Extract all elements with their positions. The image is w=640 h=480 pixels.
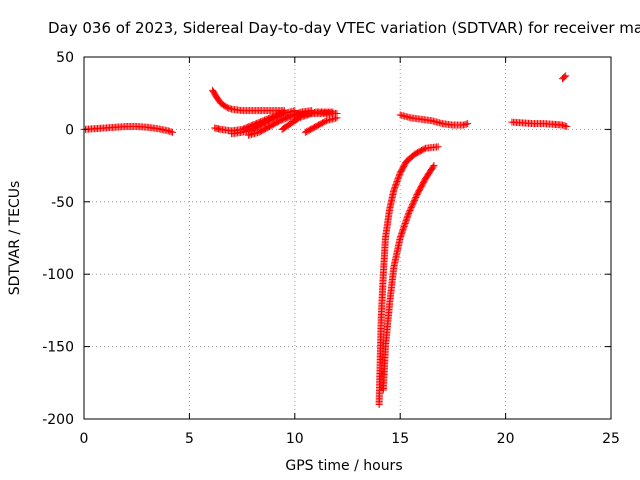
series-arc-5 [244,107,316,139]
data-point [409,199,417,207]
data-point [420,145,428,153]
series-arc-8 [301,114,341,136]
series-arc-12 [508,118,571,131]
data-point [407,205,415,213]
data-point [406,206,414,214]
data-point [409,201,417,209]
y-axis-label: SDTVAR / TECUs [7,181,23,296]
data-point [561,73,569,81]
data-point [394,176,402,184]
data-point [405,208,413,216]
data-point [434,143,442,151]
series-arc-11 [396,111,472,129]
data-point [430,162,438,170]
x-tick-label: 0 [80,431,89,447]
data-point [394,175,402,183]
data-point [395,172,403,180]
data-points [80,72,571,409]
series-arc-7 [291,109,341,119]
data-point [411,195,419,203]
y-tick-label: -50 [51,195,74,211]
chart-title: Day 036 of 2023, Sidereal Day-to-day VTE… [48,19,640,37]
x-tick-label: 10 [286,431,304,447]
data-point [405,209,413,217]
x-tick-label: 15 [391,431,409,447]
data-point [390,186,398,194]
y-tick-label: -100 [42,267,74,283]
x-axis-label: GPS time / hours [285,458,402,474]
x-tick-label: 25 [602,431,620,447]
data-point [395,173,403,181]
x-tick-label: 20 [497,431,515,447]
data-point [408,202,416,210]
data-point [391,182,399,190]
data-point [393,178,401,186]
data-point [412,193,420,201]
data-point [407,204,415,212]
series-arc-10 [379,162,438,394]
data-point [562,72,570,80]
data-point [464,120,472,128]
series-arc-1 [80,123,177,136]
data-point [391,183,399,191]
x-tick-label: 5 [185,431,194,447]
data-point [169,128,177,136]
data-point [392,180,400,188]
data-point [393,179,401,187]
data-point [429,163,437,171]
y-tick-label: -200 [42,412,74,428]
y-tick-label: -150 [42,340,74,356]
data-point [563,123,571,131]
plot-frame [83,56,612,420]
data-point [410,198,418,206]
series-arc-4 [228,107,299,138]
data-point [333,114,341,122]
y-tick-label: 50 [56,50,74,66]
data-point [390,185,398,193]
axis-ticks: 0 5 10 15 20 25 50 0 -50 -100 -150 -200 [42,50,620,447]
series-arc-13 [559,72,570,83]
data-point [410,196,418,204]
y-tick-label: 0 [65,122,74,138]
series-arc-9 [375,143,442,409]
